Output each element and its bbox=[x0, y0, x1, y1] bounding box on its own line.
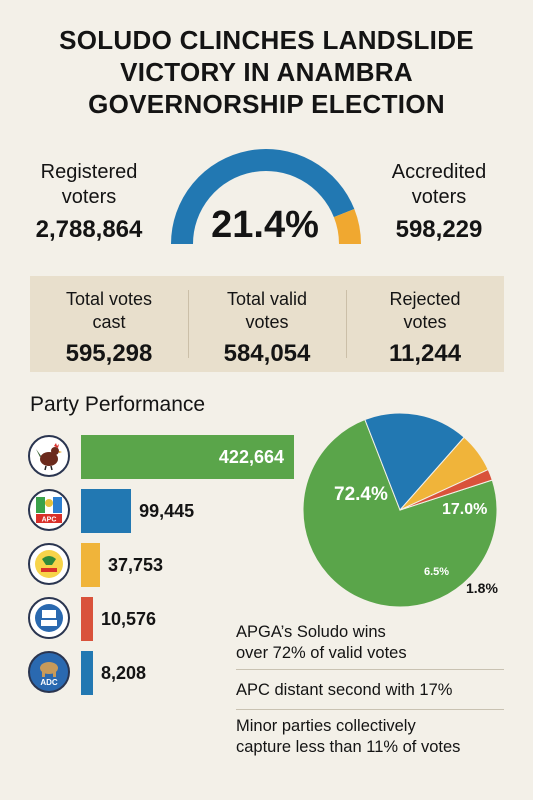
party-logo-icon bbox=[28, 597, 70, 639]
pie-slice-party-4 bbox=[399, 468, 493, 511]
totals-value-3: 11,244 bbox=[388, 340, 462, 367]
takeaway-divider bbox=[236, 669, 504, 670]
pie-slice-apga bbox=[302, 418, 498, 608]
takeaway-2-line-1: APC distant second with 17% bbox=[236, 681, 453, 699]
bar-label-apga: 422,664 bbox=[218, 447, 284, 467]
party-logo-icon bbox=[28, 543, 70, 585]
totals-label-1b: cast bbox=[92, 312, 126, 332]
bar-label-party-3: 37,753 bbox=[108, 555, 164, 575]
takeaway-3-line-1: Minor parties collectively bbox=[236, 717, 416, 735]
total-valid-votes: Total valid votes 584,054 bbox=[188, 276, 346, 372]
pie-slice-apc bbox=[364, 412, 465, 511]
pie-label-apc: 17.0% bbox=[442, 501, 488, 518]
totals-label-3a: Rejected bbox=[389, 289, 461, 309]
title-line-2: VICTORY IN ANAMBRA bbox=[120, 57, 413, 87]
totals-label-2b: votes bbox=[245, 312, 289, 332]
apc-logo-icon: APC bbox=[28, 489, 70, 531]
gauge-arc-main bbox=[171, 149, 355, 245]
accredited-value: 598,229 bbox=[395, 216, 483, 243]
vote-share-pie bbox=[302, 412, 498, 608]
bar-party-3 bbox=[81, 543, 101, 587]
adc-logo-text: ADC bbox=[40, 678, 58, 687]
pie-label-party-3: 6.5% bbox=[424, 566, 450, 578]
title-line-1: SOLUDO CLINCHES LANDSLIDE bbox=[59, 25, 474, 55]
takeaway-2: APC distant second with 17% bbox=[236, 680, 506, 701]
totals-value-1: 595,298 bbox=[65, 340, 153, 367]
totals-label-3b: votes bbox=[403, 312, 447, 332]
pie-label-apga: 72.4% bbox=[334, 484, 388, 505]
bar-apga bbox=[81, 435, 294, 479]
rejected-votes: Rejected votes 11,244 bbox=[346, 276, 504, 372]
title-line-3: GOVERNORSHIP ELECTION bbox=[88, 89, 445, 119]
totals-label-2a: Total valid bbox=[226, 289, 308, 309]
takeaway-1: APGA’s Soludo wins over 72% of valid vot… bbox=[236, 622, 506, 664]
pie-label-party-4: 1.8% bbox=[466, 580, 498, 596]
registered-label-1: Registered bbox=[40, 161, 138, 183]
adc-logo-icon: ADC bbox=[28, 651, 70, 693]
registered-value: 2,788,864 bbox=[35, 216, 143, 243]
accredited-label-2: voters bbox=[411, 186, 467, 208]
takeaway-3-line-2: capture less than 11% of votes bbox=[236, 738, 461, 756]
turnout-gauge bbox=[171, 149, 361, 245]
accredited-label-1: Accredited bbox=[391, 161, 487, 183]
takeaway-1-line-2: over 72% of valid votes bbox=[236, 644, 407, 662]
totals-label-1a: Total votes bbox=[65, 289, 153, 309]
apc-logo-text: APC bbox=[42, 517, 57, 524]
takeaway-3: Minor parties collectively capture less … bbox=[236, 716, 506, 758]
takeaway-divider bbox=[236, 709, 504, 710]
total-votes-cast: Total votes cast 595,298 bbox=[30, 276, 188, 372]
vote-totals-panel: Total votes cast 595,298 Total valid vot… bbox=[30, 276, 504, 372]
registered-label-2: voters bbox=[61, 186, 117, 208]
bar-label-apc: 99,445 bbox=[139, 501, 195, 521]
section-title: Party Performance bbox=[30, 393, 206, 416]
rooster-icon bbox=[28, 435, 70, 477]
totals-value-2: 584,054 bbox=[223, 340, 311, 367]
accredited-voters-stat: Accredited voters 598,229 bbox=[364, 160, 514, 244]
registered-voters-stat: Registered voters 2,788,864 bbox=[14, 160, 164, 244]
turnout-percentage: 21.4% bbox=[211, 204, 319, 246]
takeaway-1-line-1: APGA’s Soludo wins bbox=[236, 623, 386, 641]
bar-label-adc: 8,208 bbox=[101, 663, 147, 683]
bar-label-party-4: 10,576 bbox=[101, 609, 157, 629]
bar-apc bbox=[81, 489, 132, 533]
bar-party-4 bbox=[81, 597, 93, 641]
gauge-arc-accent bbox=[333, 209, 361, 245]
bar-adc bbox=[81, 651, 93, 695]
page-title: SOLUDO CLINCHES LANDSLIDE VICTORY IN ANA… bbox=[10, 24, 523, 120]
